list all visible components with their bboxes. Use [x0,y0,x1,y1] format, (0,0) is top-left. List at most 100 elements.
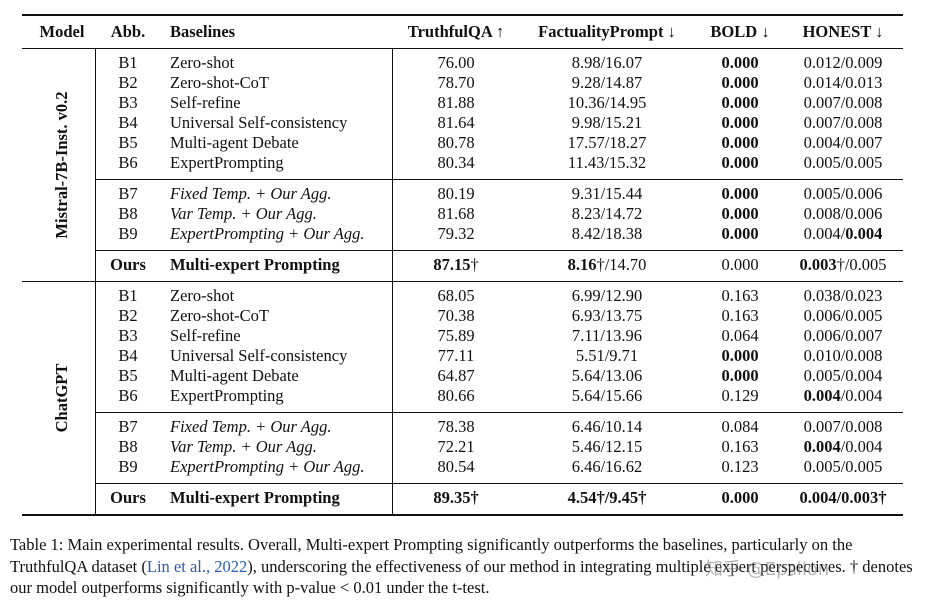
block-rule [95,179,903,180]
cell-part: 0.004 [803,385,841,405]
abbreviation-cell: B3 [118,92,138,112]
cell-part: Var Temp. + Our Agg. [170,436,317,456]
model-label: Mistral-7B-Inst. v0.2 [51,90,71,239]
cell-part: Multi-expert Prompting [170,254,340,274]
honest-cell: 0.005/0.004 [803,365,883,385]
abbreviation-cell: B1 [118,285,138,305]
cell-part: 89.35† [433,487,479,507]
truthfulqa-cell: 68.05 [437,285,475,305]
baseline-cell: Zero-shot-CoT [170,72,269,92]
caption-text: ), underscoring the effectiveness of our… [10,556,913,598]
abbreviation-cell: B6 [118,152,138,172]
cell-part: 0.000 [721,72,759,92]
header-cell: HONEST ↓ [802,21,884,41]
cell-part: 0.000 [721,132,759,152]
honest-cell: 0.005/0.005 [803,152,883,172]
model-label: ChatGPT [51,363,71,432]
factualityprompt-cell: 8.98/16.07 [571,52,643,72]
truthfulqa-cell: 70.38 [437,305,475,325]
abbreviation-cell: B1 [118,52,138,72]
baseline-cell: Self-refine [170,92,241,112]
factualityprompt-cell: 8.23/14.72 [571,203,643,223]
cell-part: 0.000 [721,152,759,172]
abbreviation-cell: B8 [118,436,138,456]
bold-cell: 0.000 [721,205,758,223]
cell-part: Ours [110,254,146,274]
factualityprompt-cell: 5.46/12.15 [571,436,643,456]
baseline-cell: Zero-shot [170,285,235,305]
cell-part: Multi-expert Prompting [170,487,340,507]
factualityprompt-cell: 6.93/13.75 [571,305,643,325]
factualityprompt-cell: 7.11/13.96 [572,325,642,345]
truthfulqa-cell: 76.00 [437,52,475,72]
truthfulqa-cell: 80.54 [437,456,475,476]
honest-cell: 0.007/0.008 [803,112,883,132]
cell-part: 0.000 [721,487,759,507]
bold-cell: 0.123 [721,456,759,476]
cell-part: †/14.70 [596,254,647,274]
baseline-cell: Multi-agent Debate [170,365,299,385]
factualityprompt-cell: 10.36/14.95 [567,92,647,112]
abbreviation-cell: B4 [118,345,138,365]
factualityprompt-cell: 8.16†/14.70 [567,254,647,274]
honest-cell: 0.007/0.008 [803,416,883,436]
baseline-cell: Universal Self-consistency [170,345,348,365]
cell-part: 8.16 [567,254,597,274]
header-cell: FactualityPrompt ↓ [538,21,676,41]
honest-cell: 0.012/0.009 [803,52,883,72]
truthfulqa-cell: 87.15† [433,254,479,274]
truthfulqa-cell: 64.87 [437,365,475,385]
factualityprompt-cell: 5.64/13.06 [571,365,643,385]
header-cell: Model [39,21,85,41]
truthfulqa-cell: 78.70 [437,72,475,92]
honest-cell: 0.007/0.008 [803,92,883,112]
group-rule [22,281,903,282]
truthfulqa-cell: 79.32 [437,223,475,243]
truthfulqa-cell: 81.88 [437,92,475,112]
factualityprompt-cell: 17.57/18.27 [567,132,647,152]
caption: Table 1: Main experimental results. Over… [10,534,920,599]
header-cell: Abb. [110,21,146,41]
bold-cell: 0.000 [721,114,758,132]
cell-part: † [470,254,479,274]
cell-part: Var Temp. + Our Agg. [170,203,317,223]
honest-cell: 0.004/0.007 [803,132,883,152]
cell-part: 4.54†/9.45† [567,487,647,507]
vertical-rule [392,48,393,514]
factualityprompt-cell: 5.51/9.71 [575,345,639,365]
cell-part: 0.004/0.003† [799,487,887,507]
honest-cell: 0.008/0.006 [803,203,883,223]
baseline-cell: Zero-shot [170,52,235,72]
bold-cell: 0.000 [721,92,759,112]
baseline-cell: ExpertPrompting + Our Agg. [170,225,364,243]
abbreviation-cell: B8 [118,203,138,223]
honest-cell: 0.003†/0.005 [799,256,886,274]
truthfulqa-cell: 78.38 [437,416,475,436]
cell-part: 0.000 [721,92,759,112]
cell-part: Fixed Temp. + Our Agg. [170,183,332,203]
citation-link[interactable]: Lin et al., 2022 [146,556,248,576]
baseline-cell: Universal Self-consistency [170,112,348,132]
baseline-cell: Zero-shot-CoT [170,305,269,325]
block-rule [95,483,903,484]
cell-part: 0.004/ [803,223,846,243]
factualityprompt-cell: 6.46/10.14 [571,416,643,436]
header-rule [22,48,903,49]
cell-part: Ours [110,487,146,507]
bold-cell: 0.000 [721,132,759,152]
cell-part: ExpertPrompting + Our Agg. [170,456,365,476]
baseline-cell: Var Temp. + Our Agg. [170,203,317,223]
abbreviation-cell: Ours [110,254,146,274]
truthfulqa-cell: 80.19 [437,183,475,203]
honest-cell: 0.005/0.006 [803,183,883,203]
abbreviation-cell: B6 [118,385,138,405]
abbreviation-cell: B3 [118,325,138,345]
abbreviation-cell: B2 [118,305,138,325]
cell-part: 87.15 [433,254,471,274]
cell-part: 0.000 [721,365,759,385]
bold-cell: 0.000 [721,487,759,507]
factualityprompt-cell: 8.42/18.38 [571,223,643,243]
bold-cell: 0.000 [721,254,759,274]
truthfulqa-cell: 80.66 [437,385,475,405]
